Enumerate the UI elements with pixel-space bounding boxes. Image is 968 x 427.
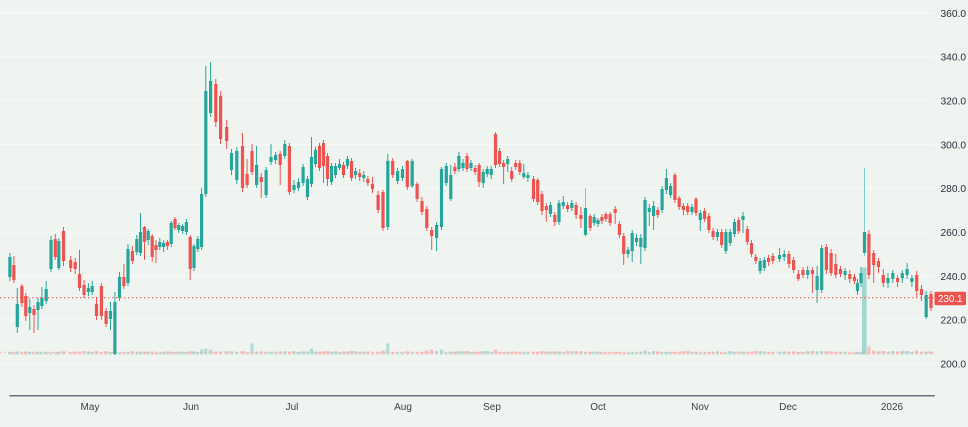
svg-text:Aug: Aug bbox=[394, 402, 412, 413]
svg-text:200.0: 200.0 bbox=[941, 359, 967, 370]
svg-text:230.1: 230.1 bbox=[938, 294, 963, 305]
svg-text:Jul: Jul bbox=[286, 402, 299, 413]
svg-text:300.0: 300.0 bbox=[941, 140, 967, 151]
svg-text:2026: 2026 bbox=[881, 402, 904, 413]
svg-text:260.0: 260.0 bbox=[941, 228, 967, 239]
svg-text:220.0: 220.0 bbox=[941, 316, 967, 327]
svg-text:360.0: 360.0 bbox=[941, 9, 967, 20]
svg-text:Oct: Oct bbox=[590, 402, 606, 413]
svg-text:280.0: 280.0 bbox=[941, 184, 967, 195]
svg-text:Sep: Sep bbox=[483, 402, 501, 413]
svg-text:Dec: Dec bbox=[779, 402, 797, 413]
svg-text:240.0: 240.0 bbox=[941, 272, 967, 283]
svg-text:May: May bbox=[81, 402, 100, 413]
svg-text:340.0: 340.0 bbox=[941, 53, 967, 64]
svg-text:Jun: Jun bbox=[183, 402, 199, 413]
svg-text:Nov: Nov bbox=[691, 402, 709, 413]
svg-text:320.0: 320.0 bbox=[941, 97, 967, 108]
